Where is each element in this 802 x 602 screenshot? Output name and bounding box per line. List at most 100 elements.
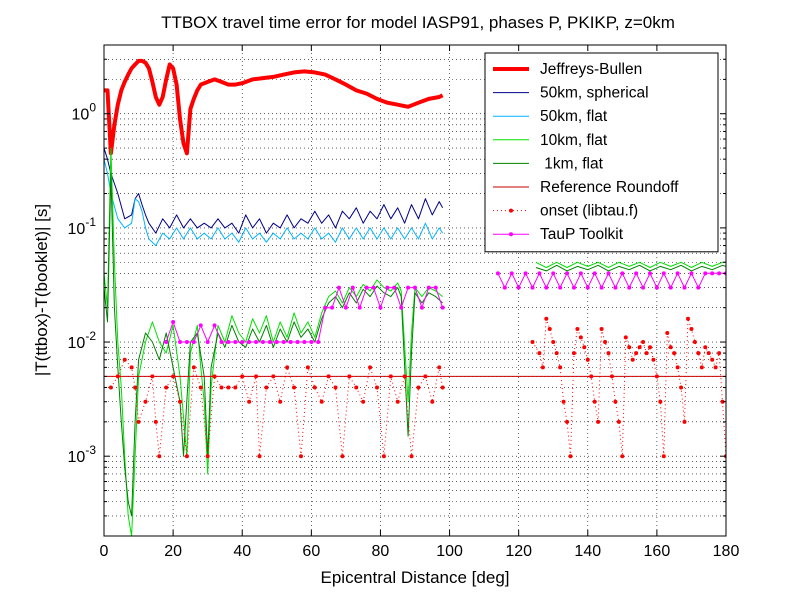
- series-point-6: [333, 385, 338, 390]
- series-line-4: [104, 172, 726, 517]
- series-point-6: [706, 351, 711, 356]
- series-point-6: [171, 374, 176, 379]
- series-point-7: [336, 285, 341, 290]
- series-point-6: [630, 357, 635, 362]
- series-point-6: [423, 374, 428, 379]
- series-point-6: [672, 351, 677, 356]
- legend-marker-6: [509, 208, 513, 213]
- series-point-7: [226, 340, 231, 345]
- legend-label-1: 50km, spherical: [540, 85, 649, 102]
- series-point-7: [385, 285, 390, 290]
- series-point-6: [571, 351, 576, 356]
- series-point-6: [547, 327, 552, 332]
- legend: Jeffreys-Bullen 50km, spherical 50km, flat…: [484, 52, 719, 253]
- series-point-6: [212, 374, 217, 379]
- series-point-7: [260, 340, 265, 345]
- series-point-6: [254, 374, 259, 379]
- y-tick-label: 10-3: [68, 443, 97, 466]
- series-point-6: [395, 399, 400, 404]
- series-point-6: [575, 327, 580, 332]
- x-tick-label: 120: [505, 543, 532, 560]
- series-point-7: [495, 271, 500, 276]
- series-point-6: [647, 345, 652, 350]
- series-point-6: [191, 365, 196, 370]
- series-point-6: [661, 454, 666, 459]
- series-point-7: [502, 285, 507, 290]
- series-point-7: [350, 285, 355, 290]
- series-point-6: [578, 335, 583, 340]
- series-point-7: [592, 271, 597, 276]
- series-point-6: [623, 335, 628, 340]
- series-point-7: [288, 340, 293, 345]
- series-point-6: [717, 351, 722, 356]
- series-point-6: [326, 374, 331, 379]
- series-point-6: [285, 365, 290, 370]
- series-point-7: [717, 271, 722, 276]
- series-point-6: [312, 385, 317, 390]
- chart-title: TTBOX travel time error for model IASP91…: [161, 13, 675, 32]
- series-point-6: [565, 419, 570, 424]
- series-point-7: [378, 305, 383, 310]
- series-point-7: [620, 271, 625, 276]
- legend-marker-7: [509, 232, 513, 237]
- y-tick-label: 10-2: [68, 329, 97, 352]
- series-point-7: [647, 271, 652, 276]
- series-point-7: [627, 285, 632, 290]
- series-point-6: [679, 385, 684, 390]
- series-point-7: [710, 271, 715, 276]
- series-point-6: [150, 374, 155, 379]
- series-point-6: [675, 365, 680, 370]
- legend-label-4: 1km, flat: [540, 155, 604, 172]
- series-point-6: [713, 365, 718, 370]
- series-point-6: [609, 374, 614, 379]
- series-point-6: [599, 327, 604, 332]
- series-point-6: [641, 340, 646, 345]
- axes-box: [103, 44, 727, 537]
- series-point-7: [371, 285, 376, 290]
- series-point-7: [668, 285, 673, 290]
- series-point-6: [585, 357, 590, 362]
- series-point-6: [637, 345, 642, 350]
- y-tick-label-exponent: -3: [85, 443, 96, 457]
- series-point-6: [589, 374, 594, 379]
- series-point-7: [578, 271, 583, 276]
- series-point-6: [554, 351, 559, 356]
- series-point-7: [634, 271, 639, 276]
- series-point-6: [164, 385, 169, 390]
- series-point-7: [641, 285, 646, 290]
- series-point-7: [274, 340, 279, 345]
- series-point-6: [347, 374, 352, 379]
- y-tick-label-base: 10: [68, 449, 86, 466]
- series-point-7: [191, 340, 196, 345]
- legend-box: [484, 52, 719, 253]
- series-point-6: [654, 374, 659, 379]
- series-point-6: [264, 385, 269, 390]
- series-point-6: [153, 419, 158, 424]
- x-tick-label: 100: [436, 543, 463, 560]
- y-tick-label-base: 10: [68, 221, 86, 238]
- series-point-6: [544, 316, 549, 321]
- series-point-6: [319, 399, 324, 404]
- series-point-6: [613, 399, 618, 404]
- series-point-6: [184, 454, 189, 459]
- series-point-6: [402, 374, 407, 379]
- x-tick-label: 160: [644, 543, 671, 560]
- series-point-7: [302, 340, 307, 345]
- series-point-7: [523, 271, 528, 276]
- series-point-7: [682, 285, 687, 290]
- series-point-6: [668, 345, 673, 350]
- y-tick-label: 10-1: [68, 215, 97, 238]
- series-point-6: [354, 385, 359, 390]
- series-point-7: [316, 340, 321, 345]
- series-point-7: [357, 305, 362, 310]
- series-point-7: [171, 319, 176, 324]
- series-point-6: [361, 399, 366, 404]
- y-tick-label-exponent: -1: [85, 215, 96, 229]
- y-axis-label: |T(ttbox)-T(booklet)| [s]: [32, 204, 51, 376]
- series-point-6: [689, 327, 694, 332]
- series-point-7: [184, 340, 189, 345]
- series-point-7: [599, 285, 604, 290]
- series-point-7: [240, 340, 245, 345]
